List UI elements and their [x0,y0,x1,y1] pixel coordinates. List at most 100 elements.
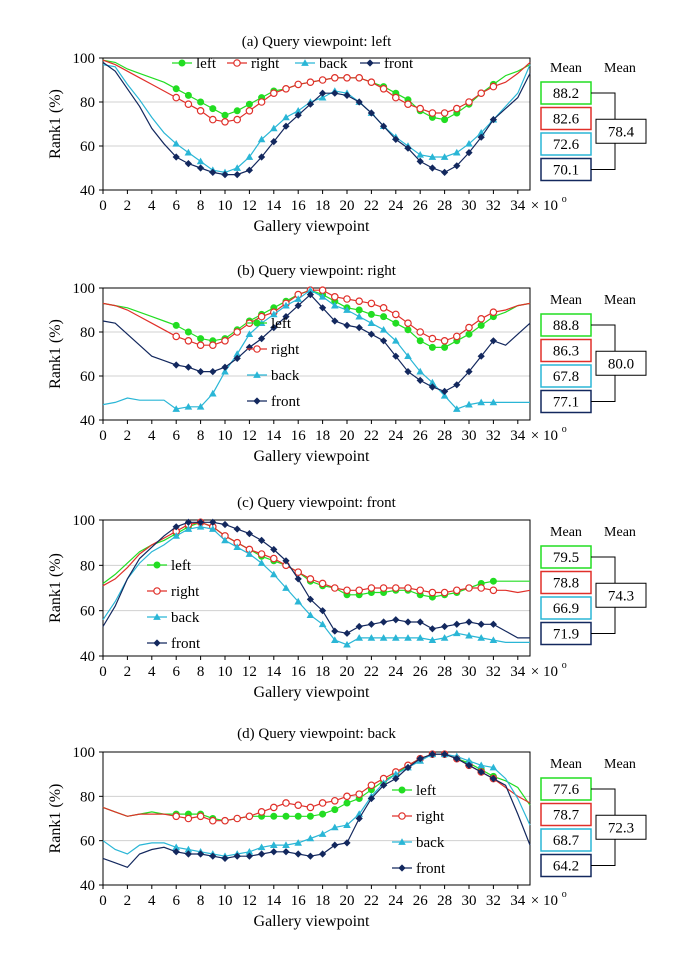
data-point-right [269,803,278,812]
data-point-front [465,618,473,626]
data-point-back [331,636,339,643]
x-tick-label: 24 [388,664,404,680]
data-point-back [306,834,315,842]
data-point-right [428,588,437,597]
data-point-back [489,398,498,406]
series-back [102,286,530,412]
x-tick-label: 2 [124,664,132,680]
data-point-right [343,586,351,595]
data-point-back [416,367,424,375]
data-point-back [343,306,351,313]
data-point-right [294,568,303,576]
data-point-back [294,107,302,114]
data-point-left [221,111,229,119]
series-right [102,518,531,597]
legend-marker-left [253,319,261,327]
mean-value-front: 64.2 [553,859,579,875]
data-point-front [367,620,375,628]
data-point-right [221,816,229,825]
legend-marker-left [178,59,186,67]
series-line-front [102,753,531,869]
data-point-back [355,312,363,320]
data-point-right [367,299,376,308]
data-point-front [221,854,229,862]
mean-value-front: 71.9 [553,627,579,643]
data-point-front [282,557,290,565]
series-line-back [102,64,531,174]
data-point-left [331,806,339,814]
data-point-back [257,135,266,143]
data-point-right [282,85,290,93]
data-point-back [392,634,400,641]
x-tick-label: 2 [124,198,132,214]
data-point-back [184,148,193,156]
legend-marker-back [153,613,161,620]
data-point-front [282,848,290,856]
data-point-back [367,319,376,327]
x-tick-label: 20 [340,893,355,909]
x-tick-label: 12 [242,893,257,909]
x-unit-superscript: o [562,889,567,900]
data-point-right [184,100,193,109]
data-point-back [221,367,229,375]
data-point-back [477,634,485,641]
x-tick-label: 26 [413,428,429,444]
mean-box-right [540,106,592,131]
y-tick-label: 100 [73,51,96,67]
mean-value-back: 72.6 [553,137,580,153]
data-point-right [245,107,254,115]
series-line-front [102,293,531,393]
data-point-front [184,363,192,371]
data-point-back [184,525,193,532]
x-tick-label: 18 [315,428,330,444]
y-tick-label: 80 [80,95,95,111]
data-point-back [392,337,400,344]
data-point-back [477,761,485,769]
plot-frame [102,519,531,657]
legend: left right back front [247,316,301,410]
data-point-left [343,799,351,807]
data-point-front [404,144,412,152]
x-tick-label: 6 [172,893,180,909]
data-point-back [172,405,180,412]
legend-label-right: right [271,342,300,358]
data-point-right [428,109,437,117]
data-point-left [197,335,205,343]
data-point-right [184,814,193,823]
data-point-front [294,111,302,119]
data-point-right [452,586,461,595]
data-point-front [380,781,388,789]
data-point-right [306,575,315,583]
data-point-front [416,157,424,165]
data-point-front [184,160,192,168]
legend-label-back: back [416,835,445,851]
data-point-back [233,350,241,357]
legend-marker-back [253,371,261,378]
data-point-left [392,319,400,327]
data-point-back [245,153,254,160]
x-tick-label: 0 [99,428,107,444]
data-point-back [270,570,278,578]
data-point-front [355,98,363,106]
data-point-right [489,82,498,91]
x-tick-label: 20 [340,428,355,444]
data-point-front [465,368,473,376]
data-point-right [477,314,486,323]
legend-marker-right [153,587,161,595]
data-point-back [489,763,498,771]
x-tick-label: 34 [510,198,526,214]
overall-mean-box [595,582,647,608]
mean-value-back: 66.9 [553,601,579,617]
chart-title: (c) Query viewpoint: front [237,495,397,511]
data-point-back [245,330,254,338]
x-tick-label: 14 [266,428,282,444]
data-point-back [440,392,449,399]
data-point-right [440,109,449,117]
data-point-back [172,843,180,851]
data-point-front [428,383,436,391]
data-point-right [367,78,376,87]
data-point-front [380,618,388,626]
legend-marker-front [398,864,406,872]
x-tick-label: 8 [197,198,205,214]
